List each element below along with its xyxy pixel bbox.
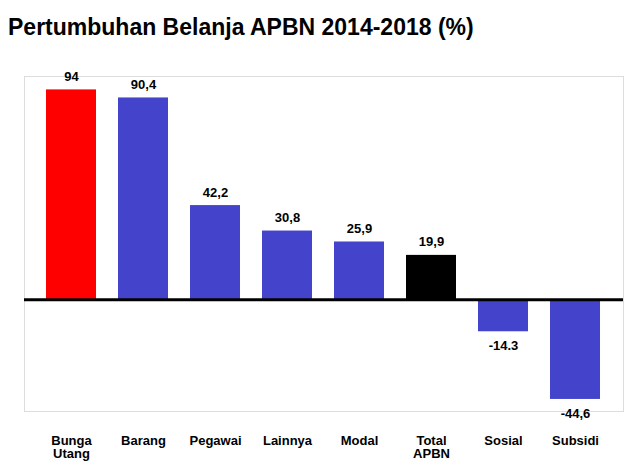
svg-text:42,2: 42,2: [203, 185, 228, 200]
svg-text:TotalAPBN: TotalAPBN: [413, 433, 450, 461]
svg-text:Barang: Barang: [121, 433, 166, 448]
svg-text:25,9: 25,9: [347, 221, 372, 236]
svg-text:Modal: Modal: [341, 433, 379, 448]
svg-text:-14.3: -14.3: [489, 338, 519, 353]
svg-text:Lainnya: Lainnya: [263, 433, 313, 448]
html-text:Pertumbuhan Belanja APBN 2014-: Pertumbuhan Belanja APBN 2014-2018 (%): [8, 14, 474, 40]
svg-text:30,8: 30,8: [275, 210, 300, 225]
svg-text:90,4: 90,4: [131, 77, 157, 92]
svg-text:-44,6: -44,6: [561, 406, 591, 421]
svg-text:Subsidi: Subsidi: [552, 433, 599, 448]
svg-text:94: 94: [64, 69, 79, 84]
svg-text:Pegawai: Pegawai: [189, 433, 241, 448]
svg-text:19,9: 19,9: [419, 234, 444, 249]
svg-text:Sosial: Sosial: [484, 433, 522, 448]
svg-text:BungaUtang: BungaUtang: [51, 433, 92, 461]
